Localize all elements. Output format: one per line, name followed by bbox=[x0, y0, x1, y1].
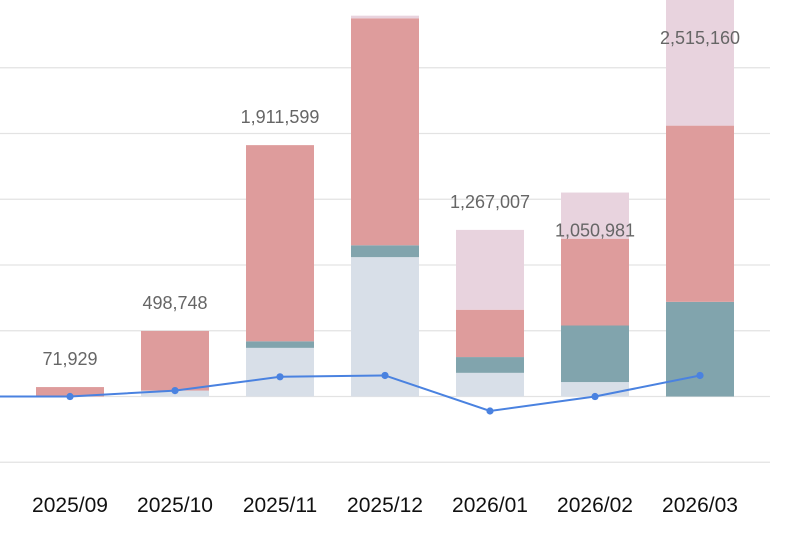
line-point bbox=[171, 387, 179, 395]
bar-segment-series-1 bbox=[456, 372, 524, 397]
bar-layer bbox=[36, 0, 734, 397]
line-series-path bbox=[0, 374, 701, 413]
x-tick-label: 2025/10 bbox=[137, 494, 213, 517]
line-point bbox=[486, 407, 494, 415]
bar-total-label: 71,929 bbox=[42, 349, 97, 369]
bar-segment-series-2 bbox=[666, 301, 734, 397]
label-layer: 71,929498,7481,911,5992,896,0171,267,007… bbox=[42, 28, 740, 369]
bar-segment-series-1 bbox=[246, 347, 314, 397]
bar-total-label: 1,911,599 bbox=[241, 107, 320, 127]
x-tick-label: 2025/12 bbox=[347, 494, 423, 517]
x-tick-label: 2026/01 bbox=[452, 494, 528, 517]
bar-total-label: 2,515,160 bbox=[660, 28, 740, 48]
bar-total-label: 1,267,007 bbox=[450, 192, 530, 212]
line-point bbox=[276, 373, 284, 381]
bar-segment-series-2 bbox=[561, 325, 629, 383]
bar-total-label: 498,748 bbox=[142, 293, 207, 313]
line-point bbox=[696, 371, 704, 380]
bar-segment-series-2 bbox=[351, 245, 419, 258]
x-axis: 2025/09 2025/10 2025/11 2025/12 2026/01 2026/… bbox=[32, 494, 738, 517]
line-layer bbox=[0, 371, 704, 415]
line-point bbox=[591, 392, 599, 401]
x-tick-label: 2025/09 bbox=[32, 494, 108, 517]
line-point bbox=[66, 392, 74, 401]
bar-segment-series-4 bbox=[351, 15, 419, 19]
bar-segment-series-3 bbox=[351, 18, 419, 246]
bar-segment-series-3 bbox=[666, 125, 734, 302]
x-tick-label: 2025/11 bbox=[243, 494, 317, 517]
bar-segment-series-3 bbox=[246, 145, 314, 342]
bar-segment-series-2 bbox=[246, 341, 314, 348]
bar-segment-series-4 bbox=[561, 192, 629, 239]
line-point bbox=[381, 371, 389, 380]
bar-segment-series-2 bbox=[456, 357, 524, 373]
bar-segment-series-4 bbox=[456, 229, 524, 310]
bar-segment-series-3 bbox=[141, 330, 209, 391]
x-tick-label: 2026/03 bbox=[662, 494, 738, 517]
bar-segment-series-3 bbox=[36, 387, 104, 397]
bar-total-label: 1,050,981 bbox=[555, 220, 635, 240]
bar-segment-series-3 bbox=[456, 309, 524, 358]
bar-segment-series-3 bbox=[561, 238, 629, 326]
x-tick-label: 2026/02 bbox=[557, 494, 633, 517]
bar-segment-series-4 bbox=[666, 0, 734, 126]
